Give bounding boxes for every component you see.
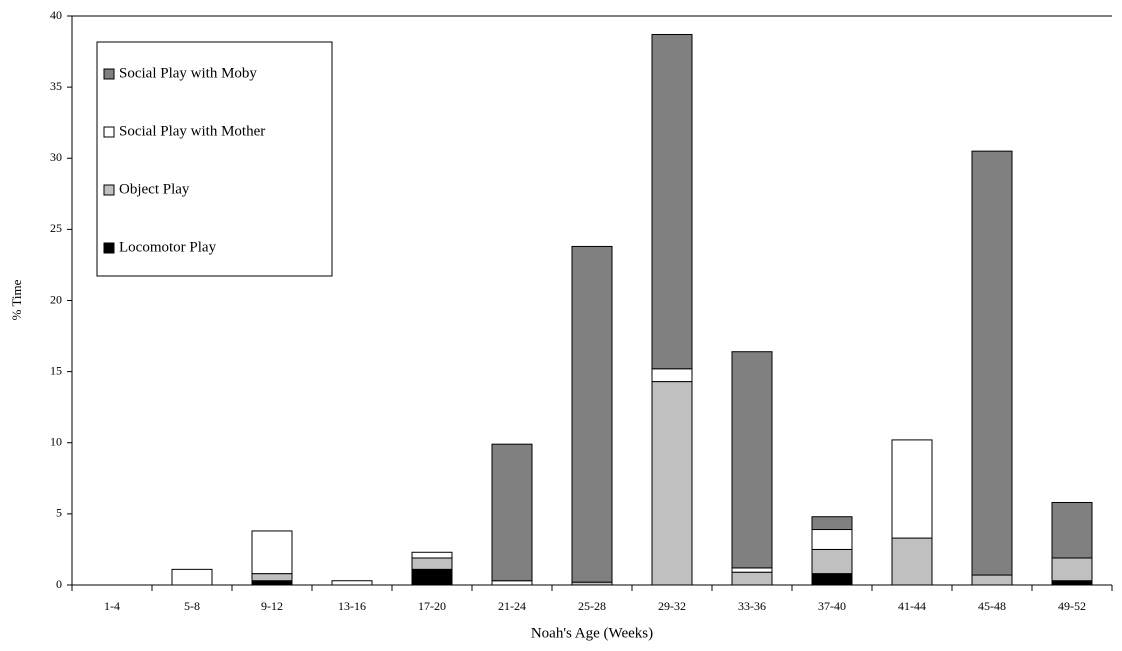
y-tick-label: 0 — [56, 577, 62, 591]
y-tick-label: 5 — [56, 506, 62, 520]
bar-segment — [811, 516, 853, 531]
x-tick-label: 45-48 — [978, 599, 1006, 613]
x-tick-label: 5-8 — [184, 599, 200, 613]
y-axis-title: % Time — [9, 279, 24, 320]
legend-label: Locomotor Play — [119, 239, 217, 255]
bar-segment — [571, 245, 613, 583]
bar-segment — [731, 351, 773, 569]
bar-segment — [811, 529, 853, 550]
bar-segment — [411, 557, 453, 570]
bar-segment — [491, 580, 533, 586]
bar-segment — [811, 573, 853, 586]
bar-segment — [971, 574, 1013, 586]
legend-label: Social Play with Moby — [119, 65, 257, 81]
bar-segment — [891, 439, 933, 539]
bar-segment — [411, 551, 453, 559]
bar-segment — [251, 580, 293, 586]
y-tick-label: 40 — [50, 8, 62, 22]
legend-swatch — [103, 126, 115, 138]
y-tick-label: 10 — [50, 435, 62, 449]
legend-label: Object Play — [119, 181, 190, 197]
bar-segment — [1051, 501, 1093, 559]
x-tick-label: 41-44 — [898, 599, 926, 613]
bar-segment — [171, 568, 213, 586]
bar-segment — [411, 568, 453, 586]
bar-segment — [651, 381, 693, 586]
y-tick-label: 15 — [50, 363, 62, 377]
y-tick-label: 30 — [50, 150, 62, 164]
bar-segment — [651, 33, 693, 370]
bar-segment — [891, 537, 933, 586]
bar-segment — [971, 150, 1013, 576]
x-tick-label: 17-20 — [418, 599, 446, 613]
bar-segment — [651, 368, 693, 383]
x-tick-label: 13-16 — [338, 599, 366, 613]
bar-segment — [251, 530, 293, 575]
legend-label: Social Play with Mother — [119, 123, 265, 139]
bar-segment — [1051, 557, 1093, 582]
legend-swatch — [103, 242, 115, 254]
legend-swatch — [103, 68, 115, 80]
x-axis-title: Noah's Age (Weeks) — [531, 625, 653, 641]
bar-segment — [1051, 580, 1093, 586]
x-tick-label: 33-36 — [738, 599, 766, 613]
bar-segment — [251, 573, 293, 582]
x-tick-label: 21-24 — [498, 599, 526, 613]
legend-box — [96, 41, 333, 277]
y-tick-label: 35 — [50, 79, 62, 93]
bar-segment — [331, 580, 373, 586]
bar-segment — [731, 567, 773, 573]
x-tick-label: 9-12 — [261, 599, 283, 613]
x-tick-label: 25-28 — [578, 599, 606, 613]
y-tick-label: 25 — [50, 221, 62, 235]
x-tick-label: 37-40 — [818, 599, 846, 613]
x-tick-label: 49-52 — [1058, 599, 1086, 613]
x-tick-label: 29-32 — [658, 599, 686, 613]
bar-segment — [491, 443, 533, 582]
legend-swatch — [103, 184, 115, 196]
bar-segment — [731, 571, 773, 586]
y-tick-label: 20 — [50, 292, 62, 306]
bar-segment — [811, 548, 853, 575]
x-tick-label: 1-4 — [104, 599, 120, 613]
